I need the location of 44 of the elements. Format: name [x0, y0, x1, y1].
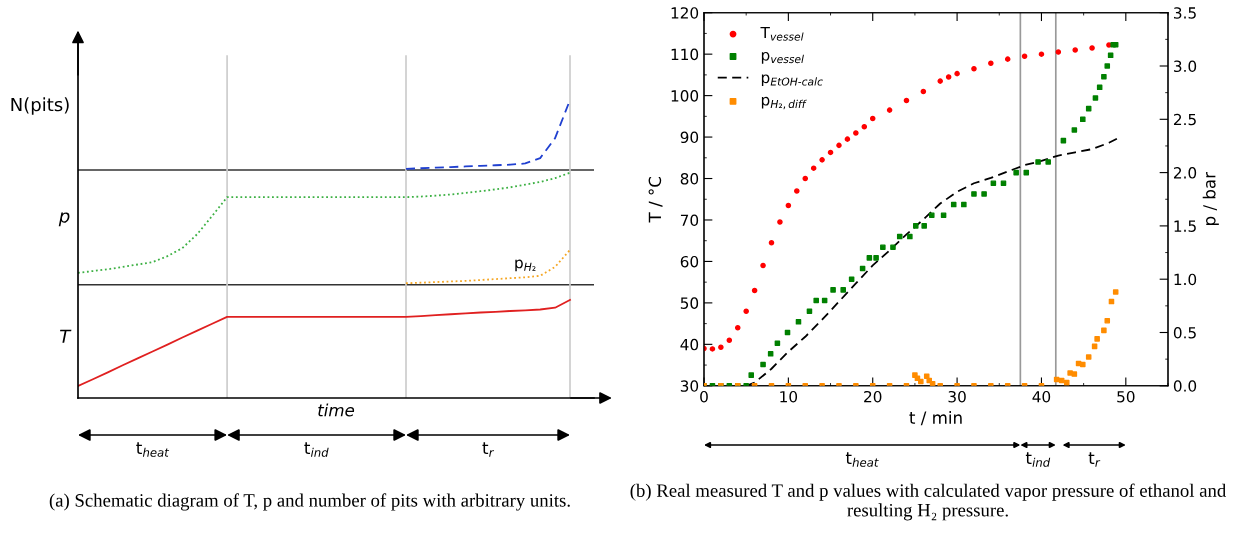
y-tick-label: 100: [671, 90, 699, 102]
y-tick-label: 70: [680, 214, 699, 226]
y2-tick-label: 2.0: [1173, 167, 1197, 179]
x-tick-label: 30: [948, 390, 966, 403]
y2-tick-label: 0.0: [1173, 380, 1197, 392]
y-tick-label: 30: [680, 380, 699, 392]
legend-label: p$_{EtOH‐calc}$: [761, 74, 823, 87]
text: t$_{r}$: [1088, 452, 1101, 467]
text: N(pits): [11, 97, 69, 115]
x-tick-label: 40: [1032, 390, 1051, 403]
x-tick-label: 10: [780, 390, 798, 403]
x-tick-label: 50: [1117, 390, 1135, 403]
x-tick-label: 20: [864, 390, 882, 403]
y-tick-label: 110: [671, 48, 699, 61]
series-label: p$_{H₂}$: [515, 259, 536, 272]
y2-tick-label: 1.5: [1174, 220, 1196, 232]
y2-tick-label: 3.5: [1174, 7, 1196, 19]
text: t$_{ind}$: [1025, 452, 1051, 467]
text: t$_{heat}$: [136, 442, 170, 457]
text: t$_{ind}$: [304, 442, 329, 457]
text: t$_{heat}$: [845, 452, 879, 467]
legend-label: T$_{vessel}$: [760, 26, 804, 41]
x-axis-title: time: [318, 403, 355, 417]
text: (b) Real measured T and p values with calculated vapor pressure of ethanol and resulting H₂ pressure.: [630, 483, 1227, 521]
y-tick-label: 40: [680, 338, 699, 351]
y2-tick-label: 1.0: [1174, 273, 1197, 286]
y2-tick-label: 0.5: [1173, 326, 1196, 339]
x-tick-label: 0: [700, 390, 708, 403]
y2-tick-label: 2.5: [1173, 113, 1196, 126]
y-tick-label: 80: [680, 172, 699, 185]
legend-label: p$_{vessel}$: [761, 51, 804, 64]
y-axis-title: T / °C: [648, 176, 663, 223]
y-tick-label: 60: [680, 255, 699, 268]
y2-axis-title: p / bar: [1202, 172, 1219, 225]
y-tick-label: 50: [680, 297, 699, 309]
y-tick-label: 120: [671, 7, 699, 19]
y2-tick-label: 3.0: [1174, 60, 1197, 73]
y-tick-label: 90: [680, 131, 699, 144]
x-axis-title: t / min: [909, 411, 962, 426]
text: t$_{r}$: [482, 442, 495, 457]
legend-label: p$_{H₂,diff}$: [761, 96, 807, 110]
text: p: [58, 212, 70, 227]
text: (a) Schematic diagram of T, p and number of pits with arbitrary units.: [49, 493, 570, 511]
text: T: [60, 329, 72, 343]
